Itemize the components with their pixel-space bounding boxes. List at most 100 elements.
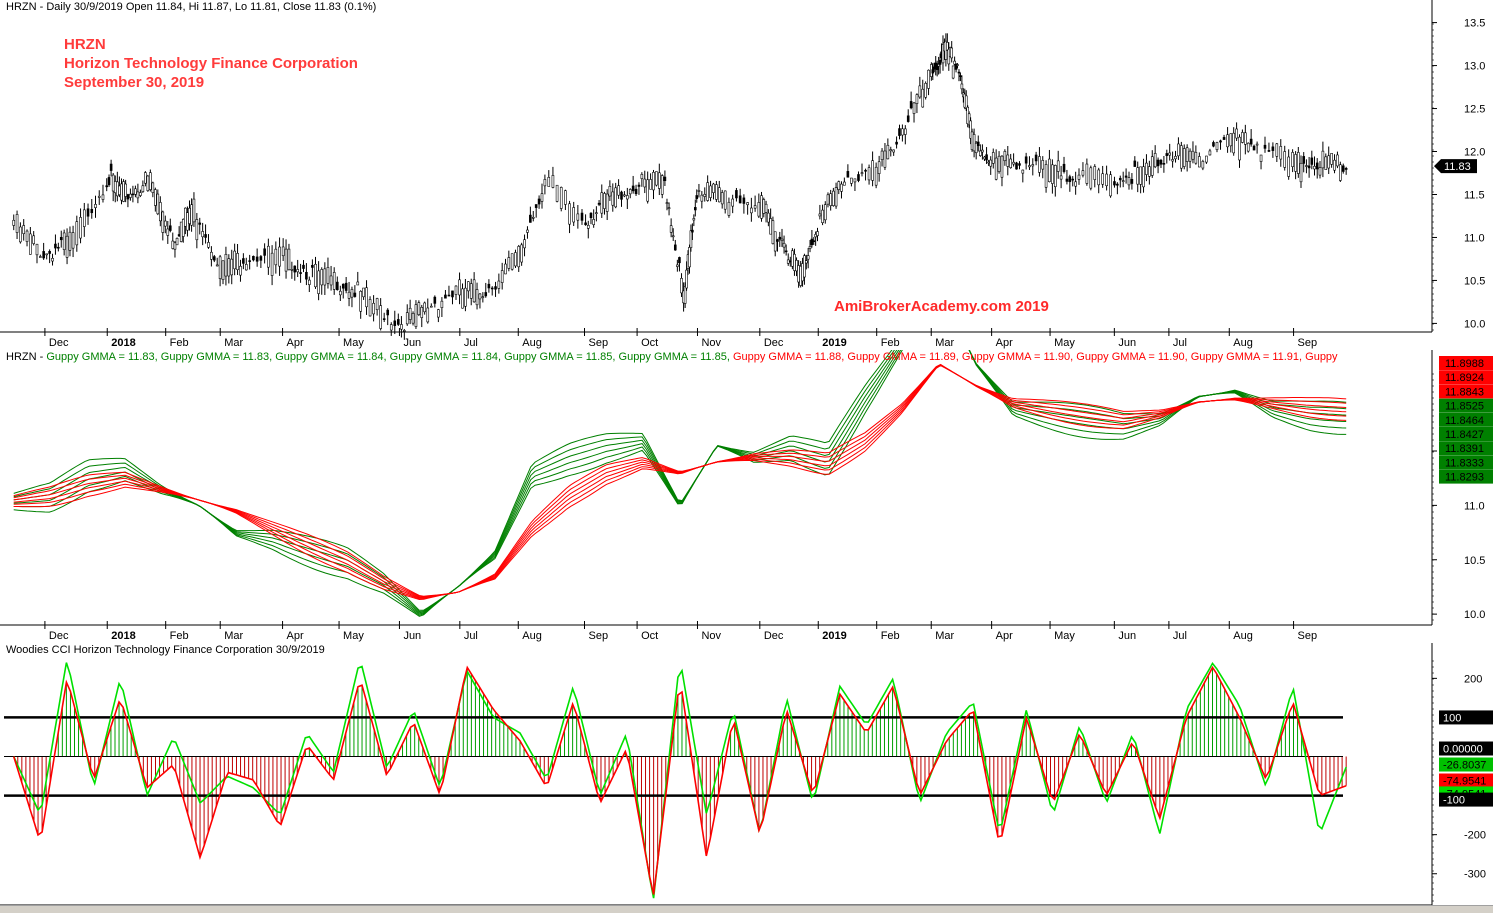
gmma-short-line	[13, 350, 1347, 614]
price-bar-body	[526, 229, 529, 233]
price-bar-body	[667, 207, 671, 209]
price-bar-body	[218, 256, 222, 279]
price-bar-body	[302, 264, 305, 269]
price-bar-body	[111, 174, 115, 192]
price-bar-body	[326, 267, 330, 284]
price-bar-body	[623, 194, 626, 197]
price-bar-body	[778, 236, 782, 240]
price-bar-body	[680, 278, 683, 294]
price-bar-body	[877, 161, 881, 174]
price-bar-body	[700, 194, 704, 202]
price-bar-body	[86, 208, 90, 217]
price-bar-body	[255, 256, 259, 262]
price-bar-body	[547, 177, 551, 187]
price-bar-body	[1299, 162, 1303, 183]
price-bar-body	[233, 250, 236, 270]
price-bar-body	[244, 264, 248, 271]
price-bar-body	[1145, 162, 1148, 175]
price-bar-body	[22, 225, 26, 234]
price-bar-body	[1130, 179, 1134, 184]
price-y-label: 13.0	[1464, 61, 1485, 73]
price-bar-body	[379, 305, 382, 329]
price-bar-body	[520, 244, 523, 263]
price-bar-body	[989, 159, 993, 167]
price-bar-body	[1031, 164, 1035, 167]
price-bar-body	[278, 246, 281, 267]
price-bar-body	[1283, 151, 1287, 168]
price-bar-body	[1201, 161, 1205, 169]
gmma-value-tag-box	[1439, 469, 1493, 484]
sheet-tabs-bar[interactable]	[0, 905, 1493, 913]
price-bar-body	[600, 192, 604, 214]
price-bar-body	[543, 179, 547, 187]
price-bar-body	[175, 237, 179, 246]
price-bar-body	[195, 219, 199, 241]
price-bar-body	[555, 184, 559, 202]
price-bar-body	[171, 240, 175, 249]
price-bar-body	[1053, 165, 1057, 187]
price-bar-body	[715, 184, 718, 200]
price-bar-body	[79, 217, 82, 239]
price-bar-body	[860, 172, 864, 174]
gmma-x-label: Feb	[881, 630, 900, 642]
price-bar-body	[605, 193, 609, 212]
price-bar-body	[676, 264, 679, 267]
price-bar-body	[846, 171, 850, 178]
price-bar-body	[270, 252, 274, 276]
price-x-label: Oct	[641, 337, 658, 349]
price-bar-body	[821, 209, 824, 223]
price-bar-body	[880, 150, 884, 160]
price-bar-body	[510, 253, 514, 270]
price-bar-body	[898, 128, 901, 136]
price-bar-body	[116, 181, 119, 197]
price-bar-body	[1074, 181, 1077, 187]
price-bar-body	[953, 60, 956, 65]
price-bar-body	[720, 192, 724, 205]
price-bar-body	[688, 247, 691, 268]
price-bar-body	[972, 134, 976, 152]
price-bar-body	[1097, 169, 1101, 186]
price-bar-body	[305, 271, 308, 280]
price-bar-body	[1009, 158, 1012, 168]
cci-value-tag-box	[1439, 757, 1493, 772]
price-bar-body	[970, 131, 974, 150]
price-bar-body	[867, 167, 871, 181]
price-bar-body	[1318, 167, 1322, 176]
gmma-x-label: Sep	[588, 630, 608, 642]
price-y-label: 12.0	[1464, 147, 1485, 159]
price-bar-body	[1198, 156, 1201, 168]
price-bar-body	[42, 251, 45, 259]
price-bar-body	[1034, 154, 1038, 162]
gmma-value-tag-box	[1439, 427, 1493, 441]
price-bar-body	[1051, 164, 1054, 184]
price-bar-body	[281, 246, 285, 257]
price-y-label: 12.5	[1464, 104, 1485, 116]
gmma-header-prefix: HRZN -	[6, 351, 47, 363]
price-bar-body	[584, 222, 587, 226]
price-x-label: Nov	[701, 337, 721, 349]
price-bar-body	[697, 190, 701, 192]
price-bar-body	[537, 198, 541, 205]
price-bar-body	[107, 177, 111, 186]
price-bar-body	[1148, 166, 1151, 177]
price-bar-body	[572, 207, 575, 223]
price-bar-body	[1113, 181, 1116, 186]
watermark: AmiBrokerAcademy.com 2019	[834, 298, 1049, 315]
price-bar-body	[1003, 151, 1007, 162]
price-bar-body	[507, 257, 511, 269]
gmma-long-line	[13, 363, 1347, 597]
price-bar-body	[685, 269, 688, 289]
price-bar-body	[75, 221, 79, 246]
gmma-value-tag-box	[1439, 441, 1493, 456]
price-bar-body	[15, 214, 19, 233]
price-bar-body	[1168, 152, 1172, 156]
price-bar-body	[655, 171, 658, 186]
price-bar-body	[252, 255, 255, 261]
price-bar-body	[1000, 155, 1004, 178]
price-bar-body	[746, 202, 749, 206]
price-bar-body	[795, 259, 798, 272]
price-bar-body	[284, 248, 288, 272]
price-bar-body	[1238, 136, 1241, 161]
gmma-x-label: May	[343, 630, 364, 642]
price-bar-body	[788, 260, 792, 263]
